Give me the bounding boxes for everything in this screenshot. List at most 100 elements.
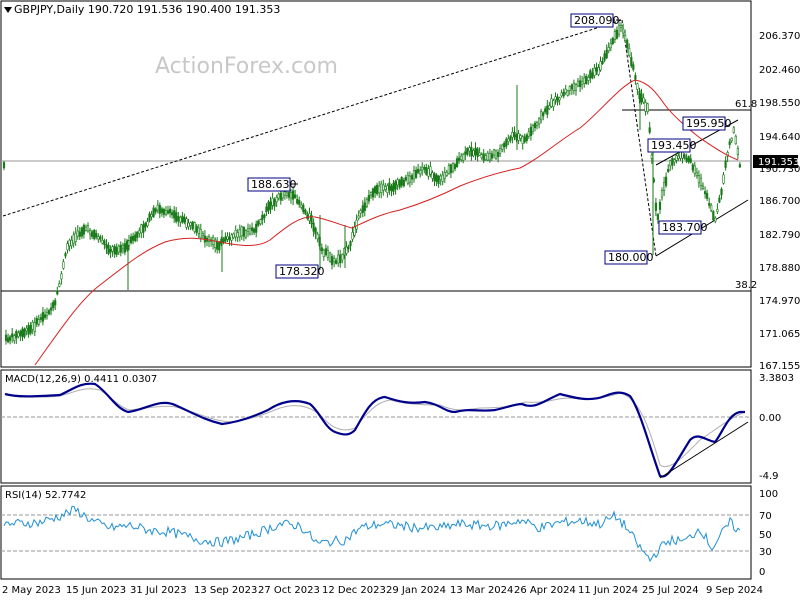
candle-body	[267, 201, 270, 211]
candle-body	[246, 228, 250, 233]
candle-body	[175, 212, 178, 222]
dropdown-triangle-icon[interactable]	[4, 7, 12, 13]
candle-body	[388, 182, 391, 191]
candle-body	[519, 135, 522, 139]
candle-body	[15, 330, 18, 339]
candle-body	[630, 56, 633, 67]
candle-body	[154, 208, 157, 213]
candle-body	[156, 204, 159, 211]
candle-body	[89, 230, 92, 235]
candle-body	[710, 204, 713, 211]
x-tick: 12 Dec 2023	[322, 585, 386, 596]
candle-body	[423, 167, 426, 170]
candle-body	[714, 217, 717, 222]
annotation-178320-text: 178.320	[279, 265, 325, 278]
x-tick: 26 Apr 2024	[514, 585, 576, 596]
candle-body	[201, 233, 205, 237]
candle-body	[115, 247, 118, 255]
candle-body	[242, 227, 246, 237]
candle-body	[611, 37, 614, 44]
candle-body	[183, 217, 186, 223]
candle-body	[298, 200, 301, 205]
fib-38-label: 38.2	[735, 280, 757, 291]
candle-body	[521, 136, 524, 145]
candle-body	[574, 84, 578, 91]
candle-body	[39, 317, 42, 320]
candle-body	[72, 234, 75, 244]
candle-body	[158, 205, 161, 214]
moving-average-line	[34, 79, 739, 366]
candle-body	[134, 234, 137, 242]
macd-trendline	[659, 421, 749, 479]
annotation-208090: 208.090	[570, 13, 622, 28]
annotation-208090-text: 208.090	[574, 14, 620, 27]
candle-body	[382, 184, 385, 191]
candle-body	[718, 197, 721, 203]
annotation-183700-text: 183.700	[662, 221, 708, 234]
candle-body	[251, 227, 254, 232]
candle-body	[82, 224, 85, 235]
candle-body	[261, 214, 264, 220]
candle-body	[31, 321, 34, 330]
candle-body	[189, 222, 192, 226]
candle-body	[445, 171, 448, 176]
candle-body	[357, 215, 360, 219]
candle-body	[529, 126, 532, 137]
candle-body	[457, 157, 461, 161]
candle-body	[113, 246, 116, 255]
candle-body	[166, 210, 170, 214]
macd-title: MACD(12,26,9) 0.4411 0.0307	[5, 374, 157, 385]
x-tick: 13 Mar 2024	[450, 585, 513, 596]
candle-body	[253, 228, 256, 233]
candle-body	[662, 182, 666, 191]
candle-body	[525, 134, 528, 141]
candle-body	[64, 253, 67, 257]
candle-body	[218, 242, 221, 251]
candle-body	[474, 147, 477, 155]
rsi-panel-frame	[0, 485, 752, 580]
candle-body	[337, 254, 340, 264]
annotation-188630-text: 188.630	[251, 178, 297, 191]
candle-body	[349, 241, 352, 247]
candle-body	[412, 170, 416, 180]
candle-body	[712, 211, 715, 221]
candle-body	[646, 103, 649, 113]
candle-body	[234, 230, 237, 238]
candle-body	[699, 177, 703, 186]
candle-body	[49, 307, 53, 311]
candle-body	[132, 235, 135, 241]
candle-body	[542, 112, 545, 117]
candle-body	[396, 179, 399, 186]
candle-body	[373, 186, 377, 194]
candle-body	[580, 81, 584, 85]
candle-body	[99, 236, 102, 240]
candle-body	[697, 175, 700, 184]
candle-body	[437, 175, 440, 184]
candle-body	[562, 91, 565, 97]
candle-body	[361, 205, 364, 213]
candle-body	[576, 80, 580, 87]
candle-body	[109, 249, 112, 253]
candle-body	[304, 209, 307, 215]
candle-body	[195, 225, 198, 233]
candle-body	[419, 170, 422, 175]
candle-body	[140, 224, 143, 234]
x-tick: 13 Sep 2023	[194, 585, 257, 596]
candle-body	[240, 226, 243, 237]
candle-body	[5, 334, 8, 341]
candle-body	[316, 234, 319, 240]
candle-body	[136, 231, 139, 238]
candle-body	[296, 199, 299, 204]
candle-body	[671, 158, 674, 166]
x-tick: 31 Jul 2023	[130, 585, 187, 596]
candle-body	[232, 233, 235, 238]
candle-body	[578, 80, 582, 87]
candle-body	[685, 157, 688, 162]
macd-tick: 0.00	[759, 413, 781, 424]
candle-body	[398, 179, 401, 188]
macd-tick: 3.3803	[759, 373, 794, 384]
candle-body	[738, 164, 741, 168]
annotation-178320: 178.320	[275, 264, 325, 279]
candle-body	[199, 229, 202, 239]
candle-body	[537, 118, 541, 125]
